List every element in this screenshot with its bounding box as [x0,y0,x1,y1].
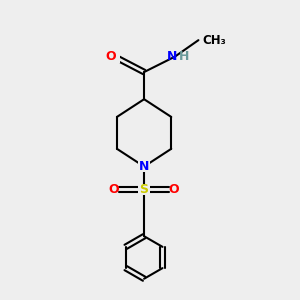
Text: O: O [109,183,119,196]
Text: O: O [169,183,179,196]
FancyBboxPatch shape [109,51,121,63]
Text: N: N [139,160,149,173]
Text: S: S [140,183,148,196]
FancyBboxPatch shape [138,160,150,172]
Text: CH₃: CH₃ [203,34,226,47]
Text: O: O [105,50,116,63]
FancyBboxPatch shape [138,184,150,195]
Text: H: H [179,50,189,63]
Text: N: N [167,50,177,63]
